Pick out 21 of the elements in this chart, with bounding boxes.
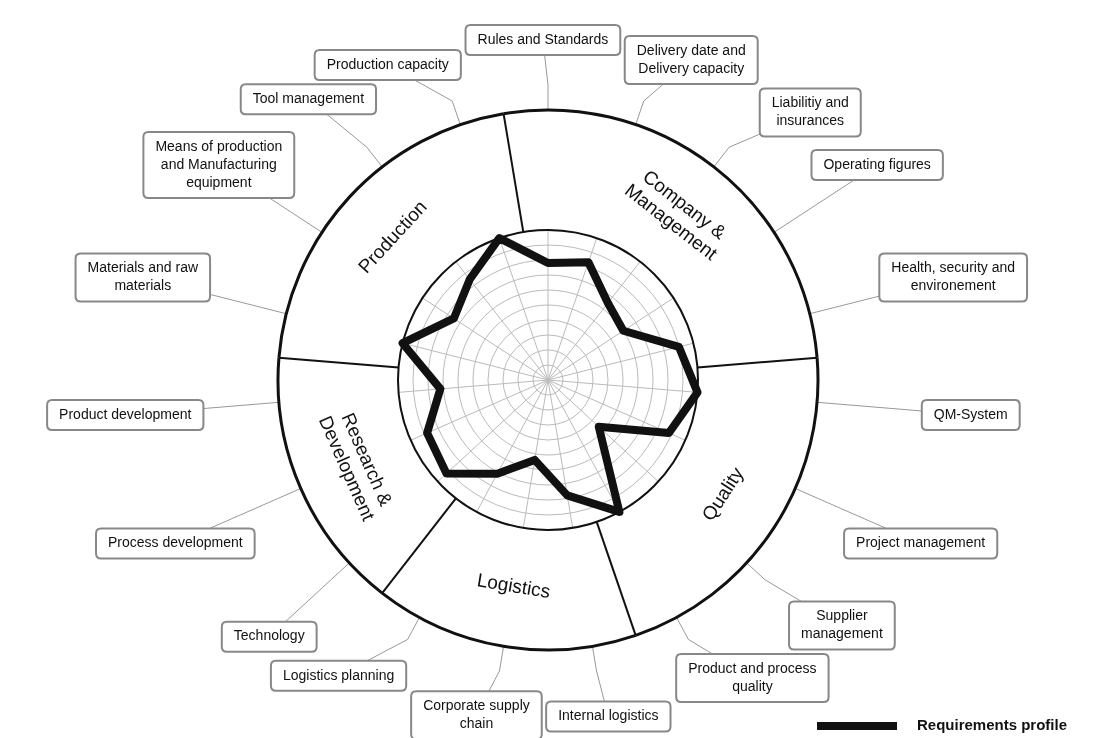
- spoke-label: Product development: [59, 405, 192, 422]
- spoke-label: Tool management: [252, 90, 365, 107]
- spoke-label: Product and process quality: [688, 659, 817, 694]
- spoke-label: Corporate supply chain: [423, 697, 530, 732]
- spoke-label: Logistics planning: [282, 666, 395, 683]
- spoke-label: Internal logistics: [558, 707, 659, 724]
- spoke-label: QM-System: [933, 405, 1008, 422]
- spoke-label: Rules and Standards: [477, 30, 609, 47]
- text: Logistics: [475, 569, 552, 603]
- spoke-label: Operating figures: [823, 155, 931, 172]
- spoke-label: Liabilitiy and insurances: [771, 94, 849, 129]
- spoke-label: Project management: [856, 534, 986, 551]
- text: Requirements profile: [917, 716, 1068, 734]
- spoke-label: Process development: [108, 534, 243, 551]
- spoke-label: Health, security and environement: [891, 259, 1016, 294]
- spoke-label: Technology: [233, 627, 305, 644]
- spoke-label: Materials and raw materials: [87, 259, 199, 294]
- spoke-label: Supplier management: [801, 607, 883, 642]
- spoke-label: Means of production and Manufacturing equipment: [155, 137, 283, 190]
- spoke-label: Production capacity: [326, 55, 449, 72]
- spoke-label: Delivery date and Delivery capacity: [636, 41, 746, 76]
